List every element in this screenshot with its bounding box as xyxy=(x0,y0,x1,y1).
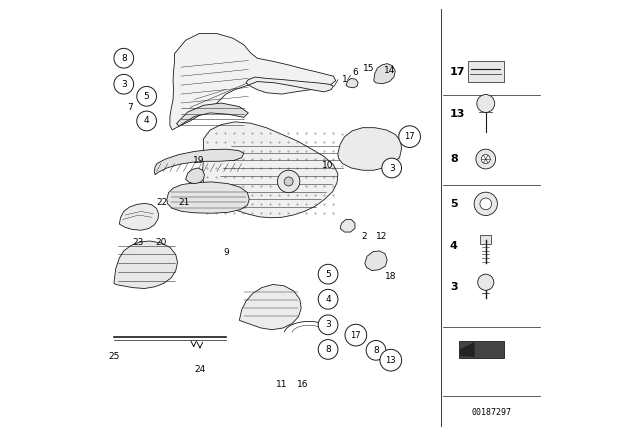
Text: 25: 25 xyxy=(108,352,120,361)
Text: 24: 24 xyxy=(195,365,205,374)
Circle shape xyxy=(318,289,338,309)
Text: 11: 11 xyxy=(276,380,287,389)
Text: 10: 10 xyxy=(323,161,334,170)
Circle shape xyxy=(481,155,490,164)
Circle shape xyxy=(318,315,338,335)
Polygon shape xyxy=(186,168,204,184)
Text: 17: 17 xyxy=(351,331,361,340)
Text: 13: 13 xyxy=(385,356,396,365)
Circle shape xyxy=(474,192,497,215)
Circle shape xyxy=(476,149,495,169)
Polygon shape xyxy=(459,341,504,358)
Text: 8: 8 xyxy=(373,346,379,355)
Polygon shape xyxy=(340,220,355,232)
Circle shape xyxy=(366,340,386,360)
Circle shape xyxy=(278,170,300,193)
Text: 8: 8 xyxy=(121,54,127,63)
Polygon shape xyxy=(239,284,301,330)
Text: 23: 23 xyxy=(132,238,143,247)
Text: 18: 18 xyxy=(385,272,397,281)
Text: 17: 17 xyxy=(450,67,465,77)
Text: 8: 8 xyxy=(325,345,331,354)
Text: 1: 1 xyxy=(342,75,348,84)
FancyBboxPatch shape xyxy=(481,235,491,244)
Text: 4: 4 xyxy=(450,241,458,251)
Text: 19: 19 xyxy=(193,156,205,165)
Polygon shape xyxy=(374,64,396,84)
Circle shape xyxy=(318,340,338,359)
Text: 5: 5 xyxy=(144,92,150,101)
Text: 21: 21 xyxy=(178,198,189,207)
Polygon shape xyxy=(114,241,177,289)
Text: 13: 13 xyxy=(450,109,465,119)
Text: 16: 16 xyxy=(297,380,308,389)
Polygon shape xyxy=(460,342,475,357)
Polygon shape xyxy=(203,122,338,218)
Text: 12: 12 xyxy=(376,232,387,241)
Text: 15: 15 xyxy=(363,64,374,73)
Text: 20: 20 xyxy=(156,238,166,247)
Polygon shape xyxy=(338,128,401,170)
Circle shape xyxy=(399,126,420,147)
Polygon shape xyxy=(154,149,244,175)
Circle shape xyxy=(137,86,157,106)
Polygon shape xyxy=(365,251,387,271)
Text: 7: 7 xyxy=(127,103,132,112)
Polygon shape xyxy=(246,77,333,92)
Circle shape xyxy=(382,158,401,178)
Polygon shape xyxy=(170,34,336,130)
Circle shape xyxy=(477,95,495,112)
Text: 22: 22 xyxy=(157,198,168,207)
Circle shape xyxy=(284,177,293,186)
Text: 17: 17 xyxy=(404,132,415,141)
Circle shape xyxy=(114,74,134,94)
Circle shape xyxy=(380,349,402,371)
Text: 3: 3 xyxy=(325,320,331,329)
Text: 14: 14 xyxy=(384,66,396,75)
Text: 6: 6 xyxy=(352,68,358,77)
Text: 9: 9 xyxy=(223,248,228,257)
Circle shape xyxy=(114,48,134,68)
Polygon shape xyxy=(119,203,159,230)
Polygon shape xyxy=(346,78,358,88)
Circle shape xyxy=(345,324,367,346)
Circle shape xyxy=(137,111,157,131)
Text: 4: 4 xyxy=(144,116,149,125)
Polygon shape xyxy=(177,103,248,126)
Text: 3: 3 xyxy=(121,80,127,89)
Circle shape xyxy=(318,264,338,284)
Text: 00187297: 00187297 xyxy=(471,408,511,417)
Text: 5: 5 xyxy=(450,199,458,209)
Text: 4: 4 xyxy=(325,295,331,304)
Circle shape xyxy=(480,198,492,210)
FancyBboxPatch shape xyxy=(468,61,504,82)
Text: 3: 3 xyxy=(389,164,394,172)
Text: 3: 3 xyxy=(450,282,458,292)
Circle shape xyxy=(477,274,494,290)
Text: 8: 8 xyxy=(450,154,458,164)
Text: 5: 5 xyxy=(325,270,331,279)
Polygon shape xyxy=(167,182,249,213)
Text: 2: 2 xyxy=(361,232,367,241)
